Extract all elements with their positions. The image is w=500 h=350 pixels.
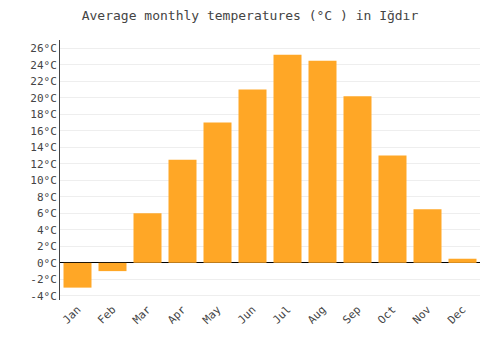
svg-text:-2°C: -2°C xyxy=(30,273,57,286)
svg-text:0°C: 0°C xyxy=(37,257,57,270)
svg-text:Jun: Jun xyxy=(235,303,258,326)
svg-text:Dec: Dec xyxy=(445,303,468,326)
svg-text:Oct: Oct xyxy=(375,303,398,326)
svg-text:8°C: 8°C xyxy=(37,191,57,204)
svg-text:12°C: 12°C xyxy=(30,158,57,171)
svg-text:Jan: Jan xyxy=(60,303,83,326)
svg-text:Mar: Mar xyxy=(130,303,154,327)
svg-text:22°C: 22°C xyxy=(30,75,57,88)
svg-text:18°C: 18°C xyxy=(30,108,57,121)
svg-text:10°C: 10°C xyxy=(30,174,57,187)
svg-text:May: May xyxy=(200,303,224,327)
svg-text:6°C: 6°C xyxy=(37,207,57,220)
svg-text:Average monthly temperatures (: Average monthly temperatures (°C ) in Iğ… xyxy=(82,8,419,23)
svg-text:-4°C: -4°C xyxy=(30,290,57,303)
svg-text:26°C: 26°C xyxy=(30,42,57,55)
svg-text:4°C: 4°C xyxy=(37,224,57,237)
svg-text:Sep: Sep xyxy=(340,303,363,326)
svg-text:24°C: 24°C xyxy=(30,59,57,72)
svg-text:Aug: Aug xyxy=(305,303,328,326)
svg-text:20°C: 20°C xyxy=(30,92,57,105)
svg-text:Jul: Jul xyxy=(270,303,293,326)
svg-text:Feb: Feb xyxy=(95,303,118,326)
svg-text:Apr: Apr xyxy=(165,303,189,327)
svg-text:Nov: Nov xyxy=(410,303,434,327)
svg-text:16°C: 16°C xyxy=(30,125,57,138)
svg-text:14°C: 14°C xyxy=(30,141,57,154)
svg-text:2°C: 2°C xyxy=(37,240,57,253)
